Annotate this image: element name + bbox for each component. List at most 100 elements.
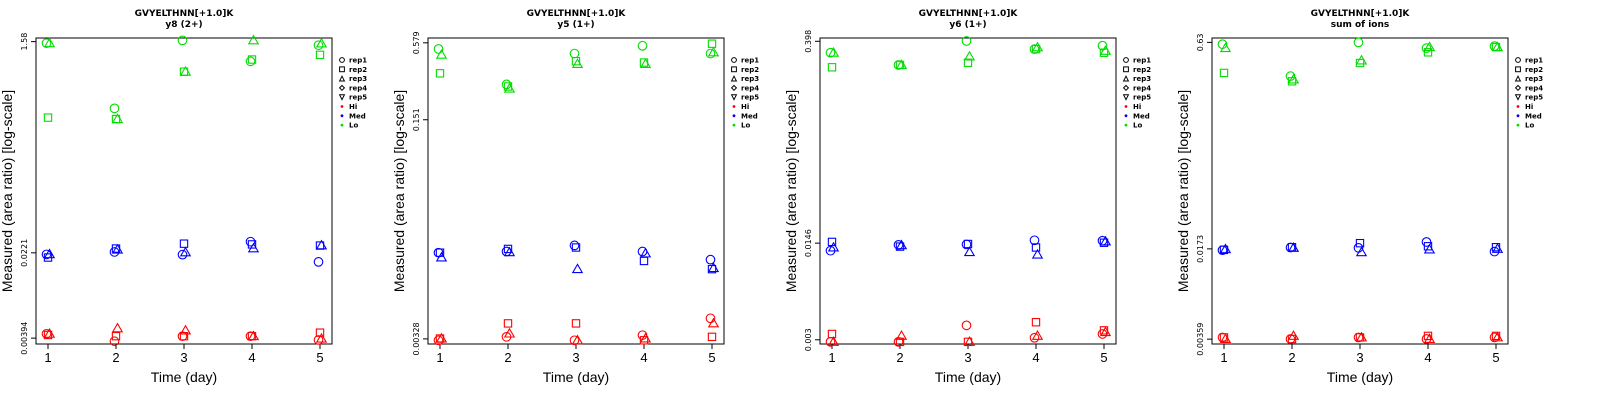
x-tick-label: 1 <box>828 350 835 365</box>
y-tick-label: 0.398 <box>804 30 813 53</box>
x-tick-label: 2 <box>1288 350 1295 365</box>
legend-label: Hi <box>1525 103 1533 111</box>
data-point-lo <box>435 48 448 59</box>
plot-frame <box>35 37 333 345</box>
legend-label: rep5 <box>1133 94 1151 102</box>
data-point-med <box>569 240 580 251</box>
data-point-hi <box>1029 332 1040 343</box>
data-point-hi <box>827 329 837 339</box>
y-tick-label: 0.0221 <box>20 239 29 267</box>
data-point-lo <box>315 50 325 60</box>
x-tick-label: 5 <box>316 350 323 365</box>
data-point-lo <box>109 103 120 114</box>
legend-marker <box>730 75 738 82</box>
data-point-hi <box>1423 333 1436 343</box>
y-tick-label: 0.00328 <box>412 322 421 355</box>
legend-label: rep2 <box>1525 66 1543 74</box>
legend-label: Lo <box>741 122 750 130</box>
data-point-med <box>1287 242 1300 252</box>
data-point-med <box>1489 246 1500 257</box>
x-axis-label: Time (day) <box>151 369 217 385</box>
data-point-med <box>43 248 56 259</box>
y-tick-label: 0.0146 <box>804 229 813 257</box>
data-point-hi <box>179 331 189 341</box>
data-point-lo <box>963 58 973 67</box>
data-point-hi <box>707 332 717 342</box>
legend-marker <box>1122 75 1130 82</box>
legend-label: rep5 <box>1525 94 1543 102</box>
legend-dot-icon <box>1124 105 1128 108</box>
data-point-hi <box>1287 330 1300 340</box>
chart-subtitle: y6 (1+) <box>949 20 986 30</box>
legend-marker <box>1514 84 1522 92</box>
chart-title: GVYELTHNN[+1.0]K <box>1311 9 1411 19</box>
data-point-lo <box>963 50 976 61</box>
x-tick-label: 4 <box>248 350 255 365</box>
legend-triangle-down-icon <box>1514 94 1522 101</box>
y-tick-label: 0.003 <box>804 328 813 351</box>
data-point-hi <box>1423 331 1433 341</box>
data-point-med <box>1031 248 1044 259</box>
x-tick-label: 4 <box>1424 350 1431 365</box>
legend-marker <box>338 94 346 101</box>
chart-title: GVYELTHNN[+1.0]K <box>919 9 1019 19</box>
data-point-lo <box>313 40 324 51</box>
legend-marker <box>1515 57 1521 63</box>
data-point-med <box>1219 243 1232 254</box>
x-axis-label: Time (day) <box>543 369 609 385</box>
data-point-hi <box>827 336 840 346</box>
data-point-lo <box>707 39 717 48</box>
legend-label: Hi <box>1133 103 1141 111</box>
legend-label: rep4 <box>1133 84 1151 92</box>
data-point-lo <box>1097 40 1108 51</box>
x-tick-label: 3 <box>964 350 971 365</box>
data-point-hi <box>707 317 720 328</box>
y-axis-label: Measured (area ratio) [log-scale] <box>1175 90 1191 292</box>
data-point-lo <box>639 58 652 68</box>
legend-dot-icon <box>1124 123 1128 127</box>
data-point-lo <box>961 36 972 46</box>
data-point-hi <box>961 320 972 331</box>
data-point-hi <box>111 331 121 341</box>
data-point-lo <box>1219 68 1229 78</box>
data-point-hi <box>177 331 188 342</box>
data-point-lo <box>315 37 328 48</box>
data-point-lo <box>893 60 904 70</box>
legend-marker <box>731 57 737 63</box>
legend-label: rep2 <box>1133 66 1151 74</box>
data-point-lo <box>1353 37 1364 48</box>
legend-label: rep2 <box>741 66 759 74</box>
data-point-lo <box>433 44 444 54</box>
y-tick-label: 0.0173 <box>1196 235 1205 263</box>
legend-label: rep1 <box>1133 57 1151 65</box>
legend-dot-icon <box>1516 123 1520 127</box>
data-point-hi <box>315 332 328 343</box>
legend-triangle-icon <box>1514 75 1522 82</box>
legend-label: rep4 <box>349 84 367 92</box>
legend-circle-icon <box>1515 57 1521 63</box>
x-tick-label: 5 <box>1492 350 1499 365</box>
legend-label: rep1 <box>349 57 367 65</box>
data-point-lo <box>895 59 908 69</box>
data-point-lo <box>1219 42 1232 53</box>
legend-triangle-down-icon <box>730 94 738 101</box>
x-tick-label: 1 <box>436 350 443 365</box>
data-point-med <box>639 247 652 258</box>
data-point-med <box>1029 235 1040 246</box>
data-point-lo <box>571 56 581 66</box>
data-point-hi <box>963 336 976 346</box>
legend-square-icon <box>731 66 737 73</box>
data-point-med <box>179 239 189 248</box>
chart-panel-1: GVYELTHNN[+1.0]Ky8 (2+) Measured (area ra… <box>0 9 367 385</box>
legend-dot-icon <box>340 123 344 127</box>
legend-label: Med <box>349 112 366 120</box>
x-tick-label: 4 <box>1032 350 1039 365</box>
plot-frame <box>427 37 725 345</box>
data-point-lo <box>1355 54 1368 65</box>
data-point-lo <box>827 63 837 72</box>
data-point-med <box>705 254 716 265</box>
data-point-hi <box>1353 332 1364 343</box>
y-tick-label: 1.58 <box>20 33 29 51</box>
data-point-lo <box>43 113 53 122</box>
legend-marker <box>1515 66 1521 73</box>
